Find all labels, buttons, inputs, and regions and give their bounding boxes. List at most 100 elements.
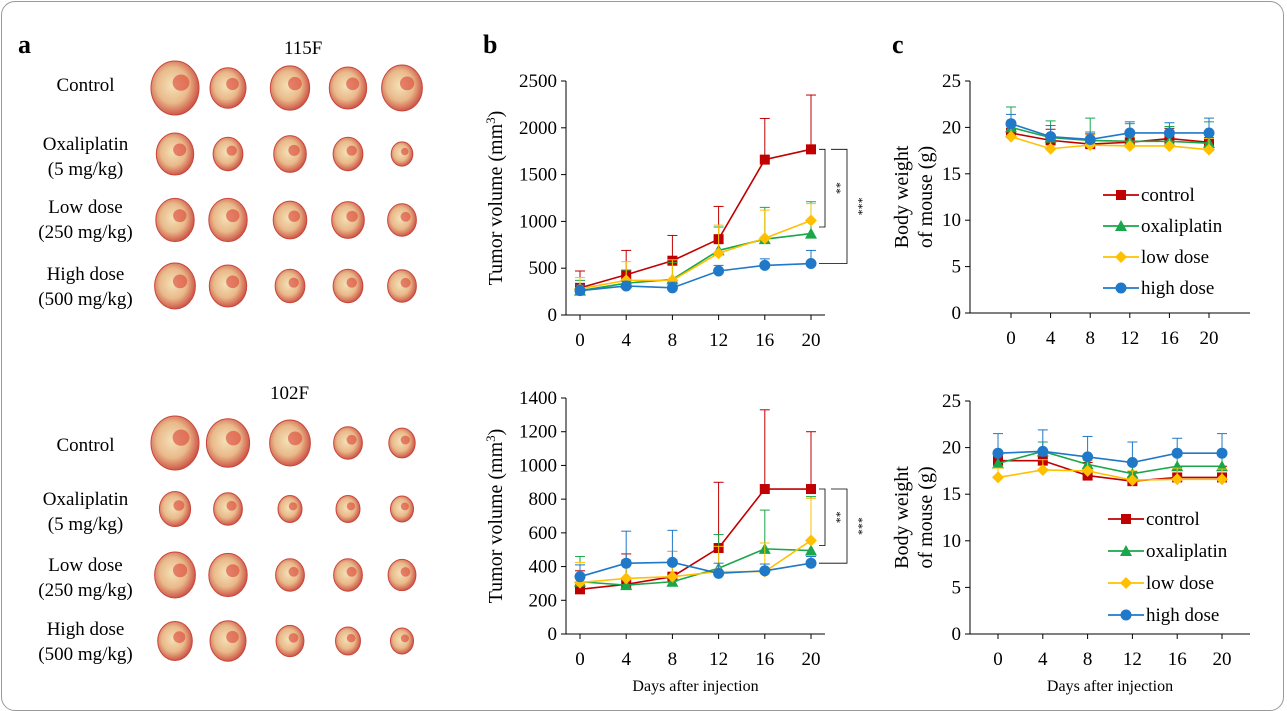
series-line <box>1010 132 1210 145</box>
x-tick-label: 8 <box>668 649 678 670</box>
marker-square <box>759 484 770 495</box>
x-tick-label: 20 <box>1200 328 1219 349</box>
series-line <box>1010 126 1210 144</box>
x-tick-label: 12 <box>709 330 728 351</box>
series-line <box>579 219 812 290</box>
tumor-highlight <box>288 144 300 156</box>
marker-diamond <box>620 572 633 585</box>
tumor-highlight <box>226 145 237 156</box>
tumor-highlight <box>400 277 411 288</box>
tumor-highlight <box>172 563 188 578</box>
body-weight-chart-115f: 0 5 10 15 20 25 0 4 8 12 16 20 Body weight of mouse (… <box>891 71 1250 349</box>
series-line <box>997 450 1222 475</box>
marker-diamond <box>805 214 817 227</box>
tumor-highlight <box>399 76 415 91</box>
y-axis-label: Body weight <box>891 145 913 248</box>
body-weight-chart-102f: 0 5 10 15 20 25 0 4 8 12 16 20 Body weight of mouse (… <box>891 391 1250 695</box>
y-tick-label: 15 <box>942 164 961 185</box>
tumor-volume-chart-102f: 0 200 400 600 800 1000 1200 1400 0 4 8 12 16 20 Tumor … <box>483 388 867 695</box>
tumor-photo-102f <box>150 415 417 662</box>
marker-circle <box>574 285 586 297</box>
series-line <box>579 148 812 289</box>
legend-label: low dose <box>1141 247 1209 268</box>
sig-label: ** <box>830 182 844 194</box>
x-tick-label: 0 <box>575 649 585 670</box>
marker-circle <box>666 556 678 568</box>
tumor-highlight <box>288 502 298 511</box>
y-tick-label: 25 <box>942 391 961 412</box>
series-high-dose <box>574 249 817 297</box>
series-high-dose <box>1005 113 1215 145</box>
y-tick-label: 15 <box>942 484 961 505</box>
marker-triangle <box>1120 545 1132 556</box>
y-tick-label: 1500 <box>519 165 557 186</box>
series-line <box>1010 135 1210 151</box>
y-tick-label: 5 <box>952 257 962 278</box>
y-tick-label: 0 <box>548 305 558 326</box>
marker-square <box>1121 514 1131 524</box>
marker-triangle <box>992 457 1004 469</box>
y-tick-label: 1000 <box>519 455 557 476</box>
axes: 0 5 10 15 20 25 0 4 8 12 16 20 Body weight of mouse (… <box>891 71 1250 349</box>
row-label: High dose (500 mg/kg) <box>38 264 133 310</box>
series-high-dose <box>992 429 1228 469</box>
tumor-highlight <box>400 634 409 643</box>
tumor-highlight <box>226 630 239 644</box>
x-tick-label: 20 <box>1213 649 1232 670</box>
tumor-highlight <box>346 502 356 511</box>
series-oxaliplatin <box>574 496 817 591</box>
marker-circle <box>1124 127 1136 139</box>
marker-triangle <box>805 544 817 556</box>
sig-label: *** <box>852 517 866 535</box>
row-label: Control <box>56 75 115 96</box>
marker-circle <box>620 557 632 569</box>
tumor-highlight <box>173 631 186 643</box>
photo-title-102f: 102F <box>270 383 310 404</box>
series-line <box>998 459 1222 482</box>
tumor-highlight <box>172 74 190 91</box>
marker-circle <box>1082 451 1094 463</box>
marker-circle <box>759 259 771 271</box>
y-tick-label: 20 <box>942 438 961 459</box>
x-tick-label: 16 <box>1168 649 1187 670</box>
x-tick-label: 8 <box>668 330 678 351</box>
tumor-highlight <box>400 211 411 222</box>
y-tick-label: 20 <box>942 117 961 138</box>
series-line <box>579 232 812 292</box>
marker-circle <box>666 282 678 294</box>
marker-circle <box>620 280 632 292</box>
tumor-highlight <box>226 209 240 223</box>
y-tick-label: 400 <box>529 557 558 578</box>
bracket-inner <box>819 488 826 546</box>
tumor-highlight <box>346 633 356 643</box>
row-label: Low dose (250 mg/kg) <box>38 555 133 601</box>
x-tick-label: 20 <box>802 649 821 670</box>
marker-triangle <box>620 579 633 591</box>
legend-label: high dose <box>1141 278 1214 299</box>
x-tick-label: 0 <box>575 330 585 351</box>
marker-diamond <box>1126 474 1139 487</box>
legend: control oxaliplatin low dose high dose <box>1108 509 1228 626</box>
marker-diamond <box>574 576 586 589</box>
marker-diamond <box>1081 464 1094 477</box>
marker-circle <box>1203 127 1215 139</box>
y-tick-label: 1400 <box>519 388 557 409</box>
tumor-volume-chart-115f: 0 500 1000 1500 2000 2500 0 4 8 12 16 20 Tumor volum… <box>483 71 867 351</box>
marker-triangle <box>1216 460 1228 472</box>
y-axis-label: Body weight <box>891 466 913 569</box>
y-tick-label: 1000 <box>519 211 557 232</box>
tumor-highlight <box>173 209 187 223</box>
marker-circle <box>1037 445 1049 457</box>
y-tick-label: 10 <box>942 531 961 552</box>
y-tick-label: 800 <box>529 489 558 510</box>
series-control <box>575 94 816 293</box>
tumor-photo-115f <box>150 60 423 310</box>
tumor-highlight <box>288 210 301 222</box>
marker-circle <box>805 258 817 270</box>
bracket-inner <box>819 148 826 228</box>
x-tick-label: 12 <box>1120 328 1139 349</box>
marker-diamond <box>758 232 771 245</box>
y-tick-label: 25 <box>942 71 961 92</box>
row-label: Oxaliplatin (5 mg/kg) <box>42 489 129 535</box>
series-oxaliplatin <box>574 201 817 296</box>
